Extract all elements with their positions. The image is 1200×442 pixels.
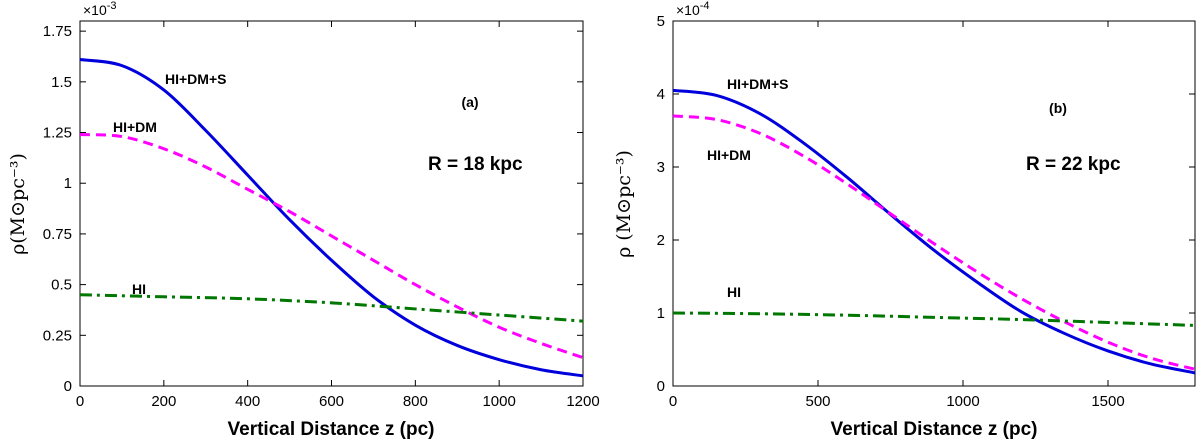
panel-a-x-tick-label: 400 <box>235 393 260 410</box>
panel-a-y-tick-label: 0.75 <box>43 226 72 243</box>
panel-a-y-tick-label: 1.75 <box>43 23 72 40</box>
panel-a-x-tick-label: 0 <box>76 393 84 410</box>
panel-b-x-tick-label: 0 <box>669 393 677 410</box>
panel-b-x-tick-label: 1500 <box>1091 393 1124 410</box>
panel-b-x-tick-label: 1000 <box>946 393 979 410</box>
panel-b-series-hi-dm-s-line <box>672 88 1196 375</box>
panel-a-series-label-hi: HI <box>132 281 146 297</box>
panel-b-scale-label: ×10-4 <box>676 0 710 18</box>
panel-b-x-axis-label: Vertical Distance z (pc) <box>831 419 1038 440</box>
panel-b-y-tick-label: 0 <box>657 378 665 395</box>
panel-b-label: (b) <box>1049 100 1067 116</box>
panel-a-series-hi-line <box>79 293 584 323</box>
panel-b-y-tick-label: 5 <box>657 13 665 30</box>
panel-a-y-tick-label: 0.5 <box>51 277 72 294</box>
panel-b-plot-frame <box>672 20 1196 387</box>
panel-a-label: (a) <box>461 94 478 110</box>
panel-a-y-tick-label: 0 <box>64 378 72 395</box>
panel-a-plot-frame <box>79 20 584 387</box>
panel-a-x-tick-label: 1000 <box>482 393 515 410</box>
panel-b-x-tick-label: 500 <box>805 393 830 410</box>
panel-b: 0 500 1000 1500 0 1 2 3 4 5 ×10-4 Vertical Distan… <box>613 0 1196 440</box>
panel-a-scale-label: ×10-3 <box>83 0 117 18</box>
panel-a-ticks: 0 200 400 600 800 1000 1200 0 0.25 0.5 0.75 1 1.25 1.… <box>43 21 600 410</box>
panel-b-series-label-hi: HI <box>727 284 741 300</box>
panel-b-series-hi-dm-line <box>672 114 1196 371</box>
panel-a-series-hi-dm-line <box>79 133 584 360</box>
panel-a-y-tick-label: 1 <box>64 175 72 192</box>
panel-b-series-label-hi-dm: HI+DM <box>707 147 751 163</box>
panel-a: 0 200 400 600 800 1000 1200 0 0.25 0.5 0.75 1 1.25 1.… <box>7 0 600 440</box>
panel-b-series-label-hi-dm-s: HI+DM+S <box>727 76 788 92</box>
panel-a-series-label-hi-dm: HI+DM <box>113 119 157 135</box>
panel-b-y-tick-label: 1 <box>657 305 665 322</box>
panel-a-y-axis-label: ρ(M⊙pc⁻³) <box>7 153 29 255</box>
panel-a-series-hi-dm-s-line <box>79 58 584 378</box>
panel-a-y-tick-label: 0.25 <box>43 327 72 344</box>
panel-b-radius-label: R = 22 kpc <box>1026 154 1121 175</box>
panel-a-series-label-hi-dm-s: HI+DM+S <box>165 71 226 87</box>
panel-b-ticks: 0 500 1000 1500 0 1 2 3 4 5 <box>657 13 1195 410</box>
panel-a-radius-label: R = 18 kpc <box>428 154 523 175</box>
panel-a-x-tick-label: 200 <box>151 393 176 410</box>
panel-b-y-tick-label: 2 <box>657 232 665 249</box>
panel-b-y-tick-label: 4 <box>657 86 665 103</box>
panel-a-y-tick-label: 1.25 <box>43 125 72 142</box>
panel-b-series <box>672 88 1196 375</box>
panel-b-series-hi-line <box>672 311 1196 327</box>
panel-a-series <box>79 58 584 378</box>
panel-a-x-axis-label: Vertical Distance z (pc) <box>228 419 435 440</box>
panel-a-y-tick-label: 1.5 <box>51 74 72 91</box>
panel-a-x-tick-label: 600 <box>319 393 344 410</box>
panel-b-y-tick-label: 3 <box>657 159 665 176</box>
panel-a-x-tick-label: 800 <box>403 393 428 410</box>
panel-a-x-tick-label: 1200 <box>566 393 599 410</box>
panel-b-y-axis-label: ρ (M⊙pc⁻³) <box>613 150 635 258</box>
